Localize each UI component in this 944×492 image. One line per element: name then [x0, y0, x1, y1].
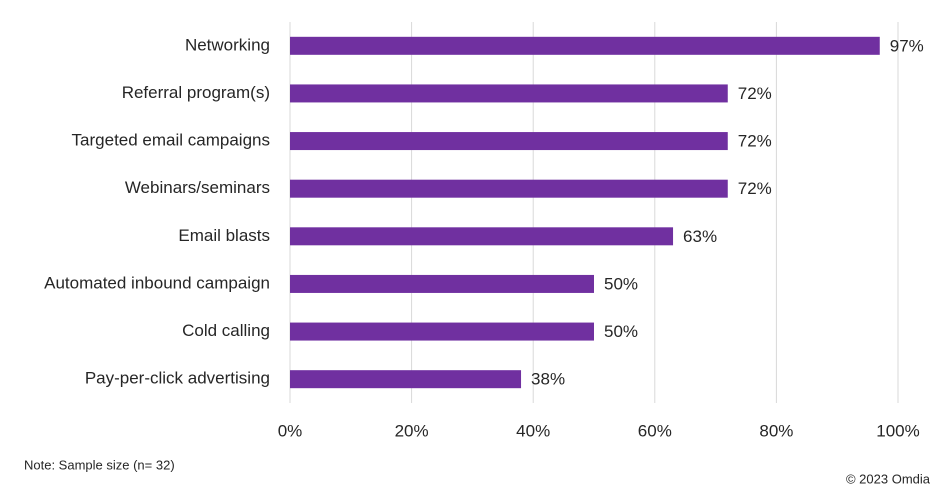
source: © 2023 Omdia [846, 471, 931, 486]
x-tick-label: 20% [395, 421, 429, 440]
x-tick-label: 0% [278, 421, 303, 440]
bar [290, 322, 594, 341]
y-tick-label: Referral program(s) [122, 83, 270, 102]
bar [290, 227, 674, 246]
bar [290, 132, 728, 151]
value-label: 63% [683, 227, 717, 246]
x-tick-label: 100% [876, 421, 919, 440]
bar [290, 36, 880, 55]
x-tick-label: 40% [516, 421, 550, 440]
y-tick-label: Cold calling [182, 321, 270, 340]
value-label: 72% [738, 179, 772, 198]
value-label: 72% [738, 132, 772, 151]
bar [290, 84, 728, 103]
value-label: 50% [604, 322, 638, 341]
y-tick-label: Pay-per-click advertising [85, 369, 270, 388]
x-tick-label: 60% [638, 421, 672, 440]
value-label: 50% [604, 274, 638, 293]
value-label: 72% [738, 84, 772, 103]
y-tick-label: Networking [185, 35, 270, 54]
bar [290, 274, 594, 293]
bar [290, 179, 728, 198]
y-tick-label: Automated inbound campaign [44, 273, 270, 292]
y-tick-label: Email blasts [178, 226, 270, 245]
x-tick-label: 80% [759, 421, 793, 440]
y-tick-label: Targeted email campaigns [72, 131, 270, 150]
note: Note: Sample size (n= 32) [24, 457, 175, 472]
value-label: 97% [890, 36, 924, 55]
y-tick-label: Webinars/seminars [125, 178, 270, 197]
value-label: 38% [531, 370, 565, 389]
bar [290, 370, 522, 389]
